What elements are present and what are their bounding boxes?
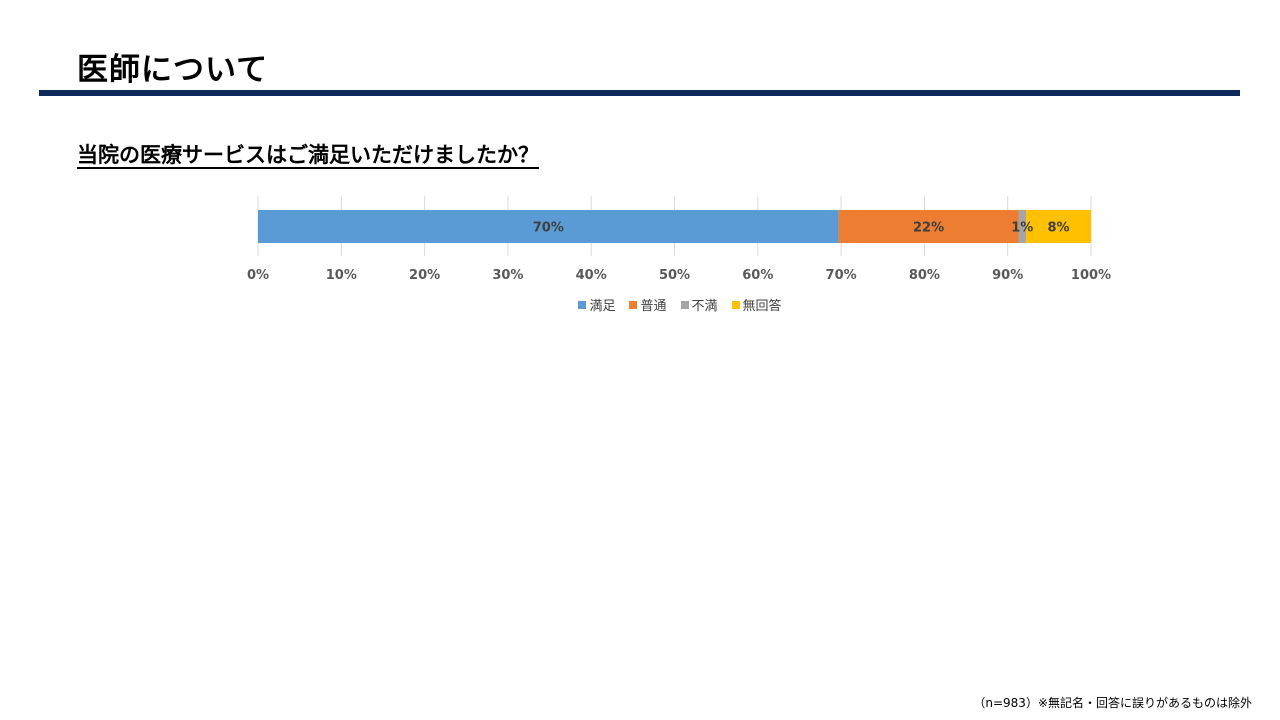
bar-segment	[1018, 210, 1027, 243]
legend-swatch	[629, 300, 638, 309]
x-tick-label: 0%	[247, 268, 269, 283]
x-tick-labels: 0% 10% 20% 30% 40% 50% 60% 70% 80% 90% 100%	[247, 268, 1111, 283]
x-tick-label: 60%	[742, 268, 773, 283]
legend-label: 普通	[640, 299, 667, 314]
x-tick-label: 10%	[326, 268, 357, 283]
chart-legend: 満足 普通 不満 無回答	[0, 295, 1280, 314]
x-tick-label: 20%	[409, 268, 440, 283]
x-tick-label: 40%	[576, 268, 607, 283]
legend-swatch	[578, 300, 587, 309]
bar-segments	[258, 210, 1091, 243]
bar-segment	[258, 210, 839, 243]
legend-item: 不満	[680, 295, 718, 314]
legend-item: 満足	[578, 295, 615, 314]
footnote: （n=983）※無記名・回答に誤りがあるものは除外	[973, 696, 1252, 710]
data-label: 70%	[533, 221, 564, 236]
bar-segment	[1026, 210, 1091, 243]
legend-label: 満足	[589, 299, 616, 314]
legend-item: 無回答	[731, 295, 782, 314]
x-tick-label: 50%	[659, 268, 690, 283]
title-rule	[39, 90, 1240, 96]
legend-label: 無回答	[742, 299, 782, 314]
x-tick-label: 100%	[1071, 268, 1111, 283]
legend-label: 不満	[691, 299, 718, 314]
data-label: 1%	[1011, 221, 1033, 236]
legend-item: 普通	[629, 295, 667, 314]
data-label: 8%	[1047, 221, 1069, 236]
x-tick-label: 70%	[826, 268, 857, 283]
x-tick-label: 30%	[492, 268, 523, 283]
slide-title: 医師について	[77, 52, 269, 88]
bar-segment	[838, 210, 1019, 243]
legend-swatch	[731, 300, 740, 309]
legend-swatch	[680, 300, 689, 309]
x-tick-label: 80%	[909, 268, 940, 283]
x-tick-label: 90%	[992, 268, 1023, 283]
data-label: 22%	[913, 221, 944, 236]
stacked-bar-chart: 70% 22% 1% 8% 0% 10% 20% 30% 40% 50% 60% 70% 80% 90%…	[247, 196, 1111, 283]
question-heading: 当院の医療サービスはご満足いただけましたか？	[77, 143, 539, 167]
data-labels: 70% 22% 1% 8%	[533, 221, 1070, 236]
